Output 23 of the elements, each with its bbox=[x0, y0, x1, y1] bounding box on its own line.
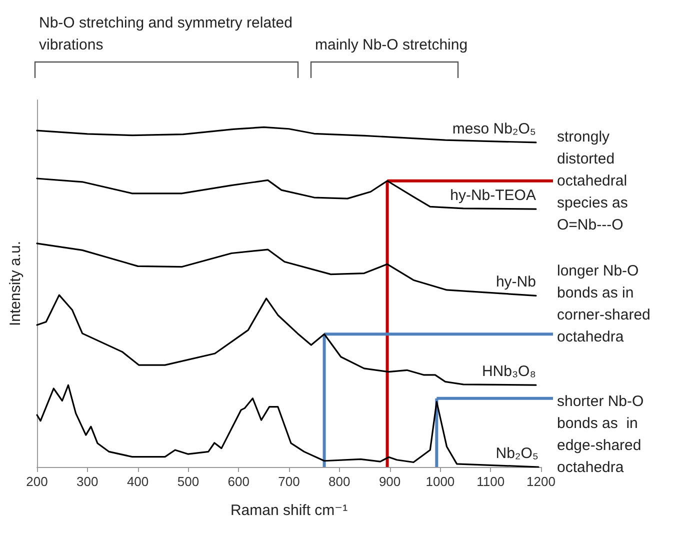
annotation: strongly distorted octahedral species as O=Nb---O bbox=[557, 128, 632, 234]
x-tick-label: 900 bbox=[378, 474, 401, 489]
y-axis-title: Intensity a.u. bbox=[7, 240, 24, 326]
series-label: Nb₂O₅ bbox=[496, 445, 538, 462]
x-axis-title: Raman shift cm⁻¹ bbox=[230, 502, 348, 519]
text: Nb-O stretching and symmetry related vibrations bbox=[39, 14, 297, 54]
annotation: longer Nb-O bonds as in corner-shared octahedra bbox=[557, 262, 655, 346]
x-tick-label: 1200 bbox=[526, 474, 556, 489]
series-label: meso Nb₂O₅ bbox=[452, 120, 536, 138]
x-tick-label: 400 bbox=[126, 474, 149, 489]
x-tick-label: 1100 bbox=[476, 474, 505, 489]
series-label: hy-Nb bbox=[496, 274, 536, 291]
x-tick-label: 700 bbox=[278, 474, 300, 489]
text: mainly Nb-O stretching bbox=[315, 36, 468, 54]
annotation: shorter Nb-O bonds as in edge-shared octahedra bbox=[557, 392, 648, 476]
series-label: hy-Nb-TEOA bbox=[450, 187, 536, 204]
series-label: HNb₃O₈ bbox=[482, 363, 536, 380]
x-tick-label: 200 bbox=[26, 474, 48, 489]
x-tick-label: 300 bbox=[76, 474, 98, 489]
x-tick-label: 1000 bbox=[426, 474, 455, 489]
x-tick-label: 800 bbox=[328, 474, 350, 489]
x-tick-label: 500 bbox=[177, 474, 200, 489]
x-tick-label: 600 bbox=[228, 474, 250, 489]
